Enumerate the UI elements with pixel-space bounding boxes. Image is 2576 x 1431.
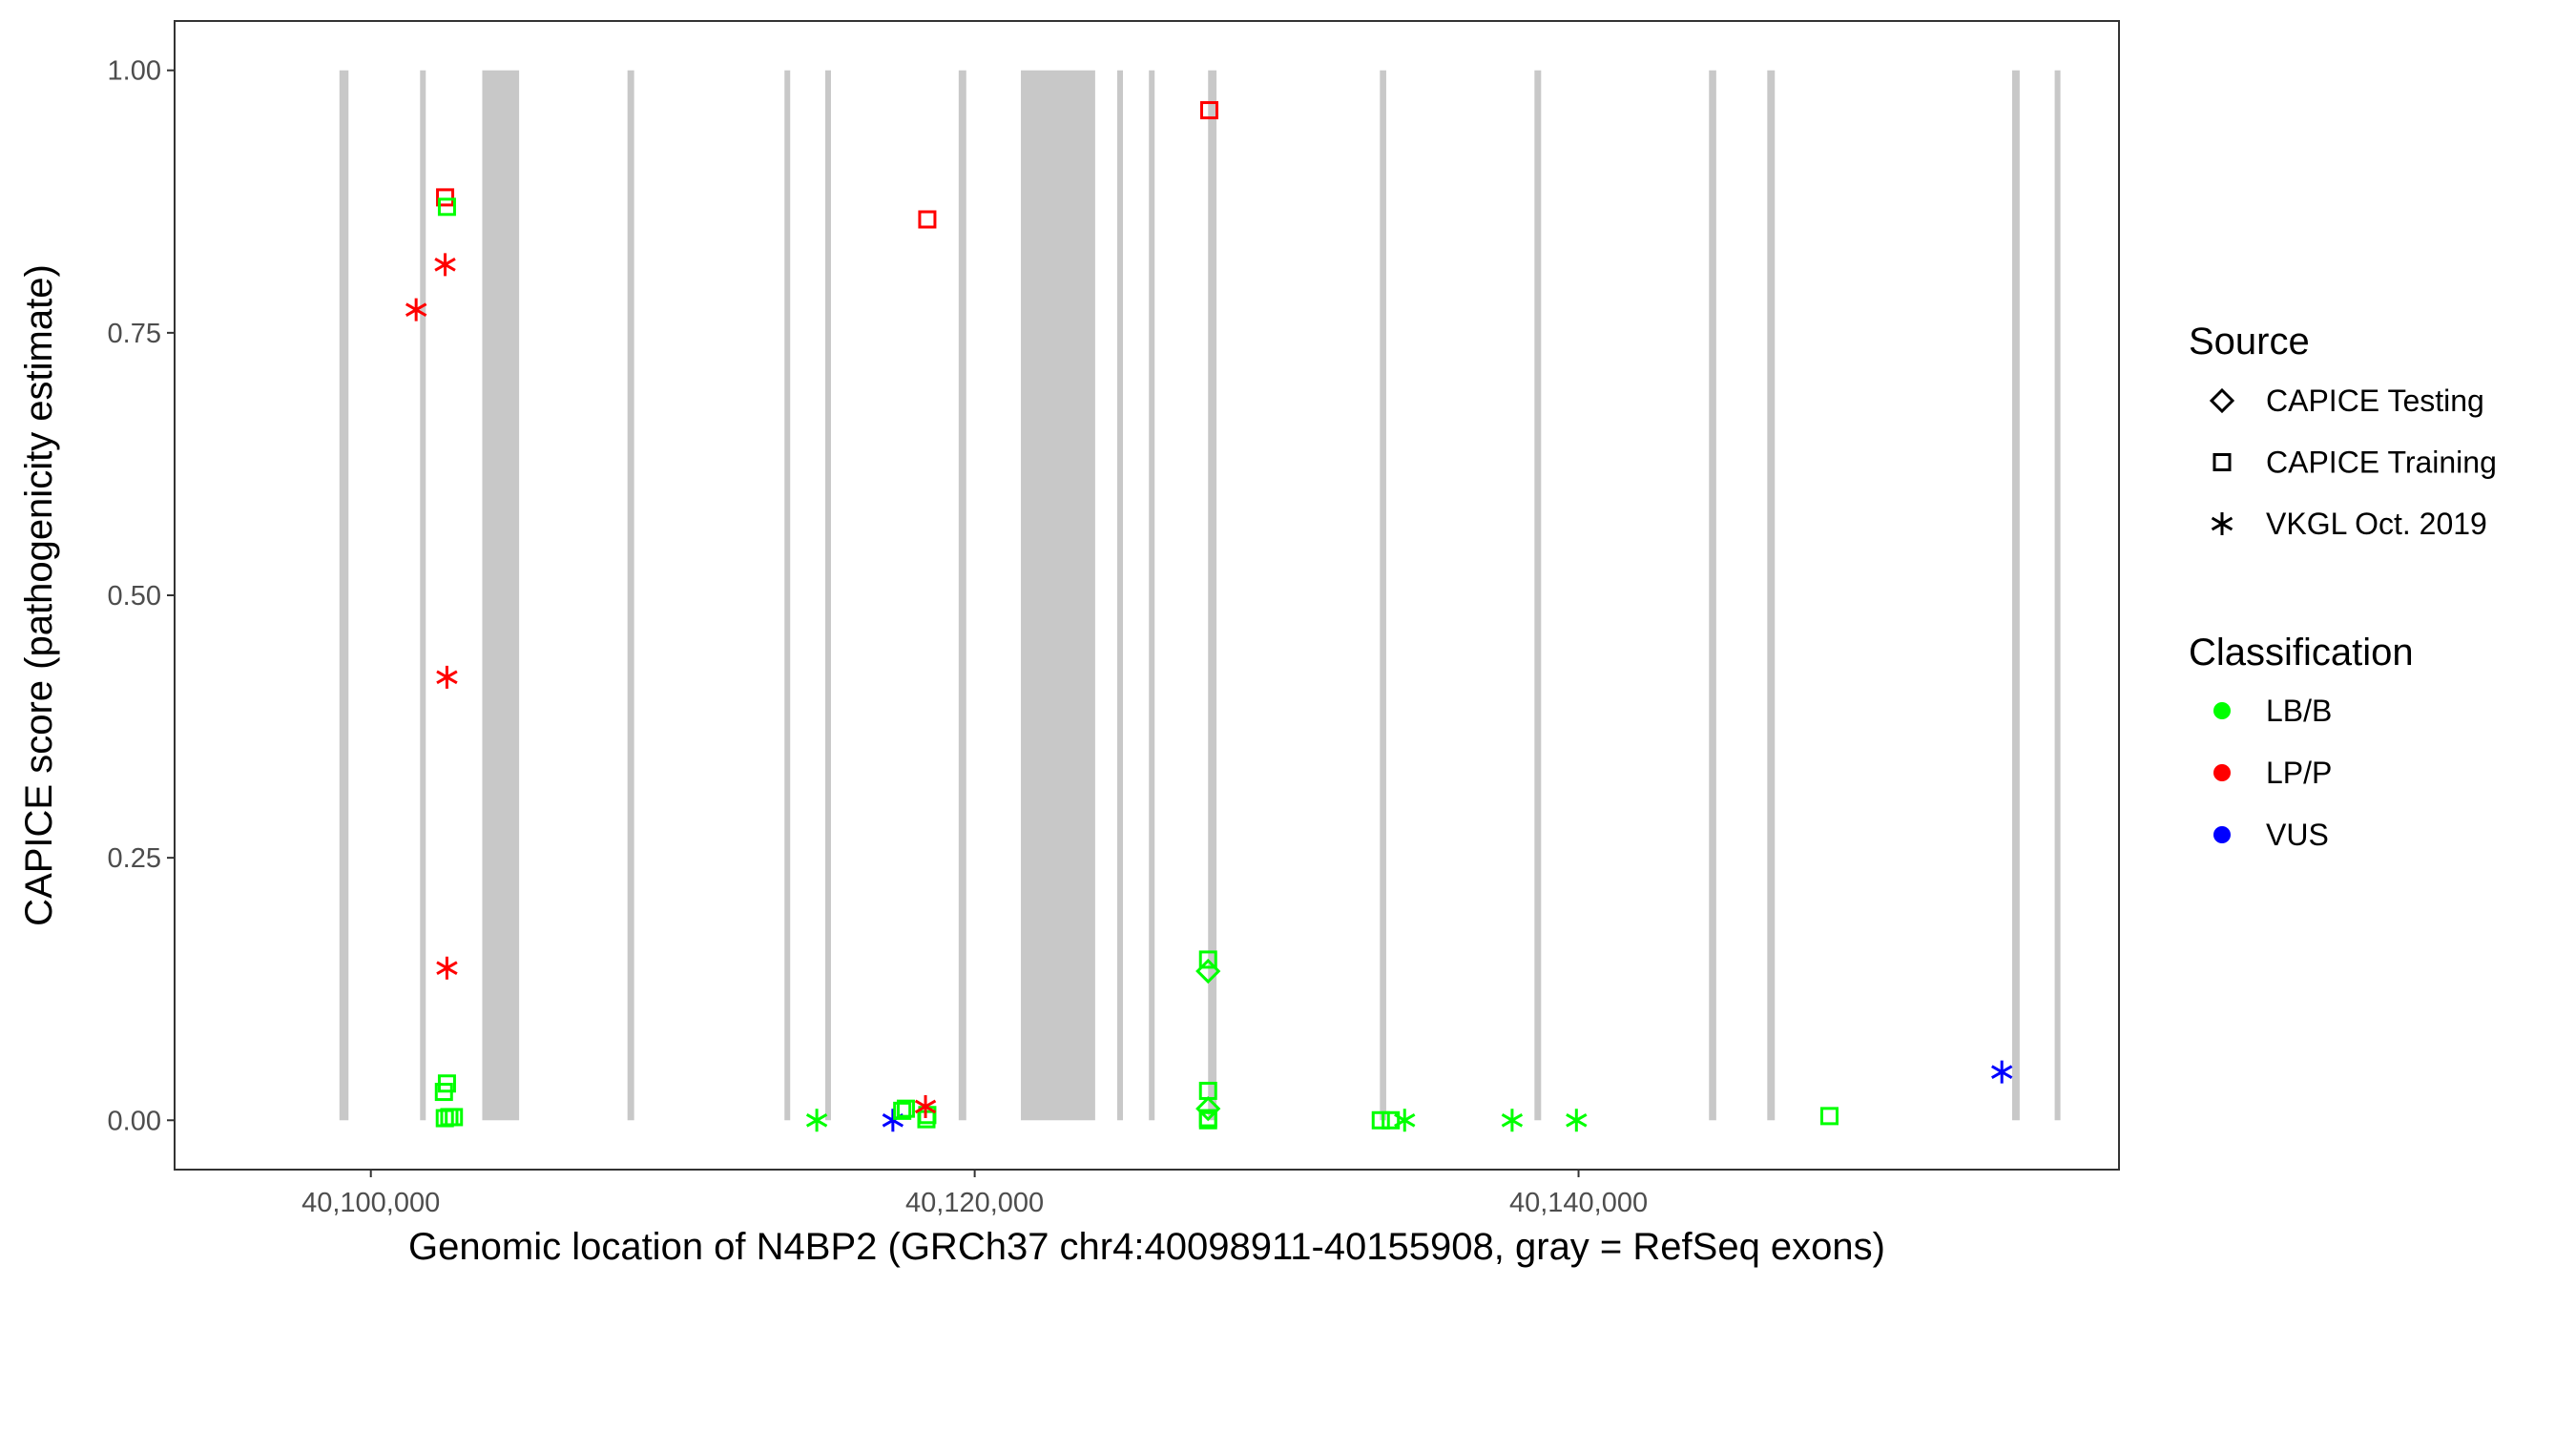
legend-classification-label: LP/P bbox=[2266, 756, 2332, 790]
y-tick-label: 0.25 bbox=[108, 843, 161, 874]
exon-bands bbox=[339, 70, 2061, 1121]
x-tick-label: 40,140,000 bbox=[1509, 1188, 1648, 1218]
data-point bbox=[1200, 101, 1219, 120]
exon-band bbox=[1021, 70, 1095, 1121]
y-tick-label: 0.50 bbox=[108, 581, 161, 612]
exon-band bbox=[1149, 70, 1155, 1121]
data-point bbox=[805, 1109, 828, 1132]
exon-band bbox=[420, 70, 426, 1121]
exon-band bbox=[1534, 70, 1542, 1121]
data-point bbox=[434, 253, 456, 277]
legend-square-icon bbox=[2212, 453, 2232, 471]
x-axis-title: Genomic location of N4BP2 (GRCh37 chr4:4… bbox=[408, 1226, 1885, 1268]
legend-asterisk-icon bbox=[2211, 512, 2233, 535]
data-point bbox=[1198, 950, 1217, 969]
y-axis-title: CAPICE score (pathogenicity estimate) bbox=[18, 264, 60, 926]
exon-band bbox=[1709, 70, 1716, 1121]
data-point bbox=[437, 197, 456, 217]
data-point bbox=[1991, 1060, 2013, 1084]
data-points bbox=[405, 101, 2013, 1132]
data-point bbox=[1371, 1110, 1390, 1130]
y-tick-label: 0.75 bbox=[108, 319, 161, 349]
exon-band bbox=[1116, 70, 1123, 1121]
exon-band bbox=[627, 70, 634, 1121]
data-point bbox=[436, 665, 458, 689]
legend-classification-title: Classification bbox=[2189, 632, 2414, 674]
y-tick-label: 0.00 bbox=[108, 1106, 161, 1136]
data-point bbox=[445, 1108, 464, 1127]
exon-band bbox=[824, 70, 831, 1121]
legend-dot-icon bbox=[2213, 764, 2231, 781]
x-axis: 40,100,000 40,120,000 40,140,000 bbox=[301, 1170, 1648, 1218]
data-point bbox=[914, 1094, 937, 1118]
legend-classification-label: VUS bbox=[2266, 818, 2329, 852]
x-tick-label: 40,120,000 bbox=[905, 1188, 1044, 1218]
data-point bbox=[896, 1099, 915, 1118]
exon-band bbox=[1380, 70, 1386, 1121]
legend-source-label: CAPICE Training bbox=[2266, 446, 2497, 480]
legend-source-label: CAPICE Testing bbox=[2266, 384, 2484, 418]
data-point bbox=[1820, 1107, 1839, 1126]
legend-classification-label: LB/B bbox=[2266, 694, 2332, 728]
data-point bbox=[436, 956, 458, 980]
data-point bbox=[1198, 1110, 1217, 1130]
legend-source: Source CAPICE Testing CAPICE Training VKGL… bbox=[2189, 321, 2497, 541]
y-axis: 0.00 0.25 0.50 0.75 1.00 bbox=[108, 56, 175, 1136]
data-point bbox=[1501, 1109, 1524, 1132]
data-point bbox=[1566, 1109, 1588, 1132]
data-point bbox=[405, 298, 427, 321]
data-point bbox=[1195, 958, 1221, 985]
exon-band bbox=[1767, 70, 1776, 1121]
plot-panel-border bbox=[174, 20, 2120, 1171]
legend-dot-icon bbox=[2213, 826, 2231, 843]
exon-band bbox=[958, 70, 966, 1121]
legend-dot-icon bbox=[2213, 702, 2231, 719]
legend-source-label: VKGL Oct. 2019 bbox=[2266, 507, 2487, 541]
exon-band bbox=[1208, 70, 1217, 1121]
legend-classification: Classification LB/B LP/P VUS bbox=[2189, 632, 2414, 852]
y-tick-label: 1.00 bbox=[108, 56, 161, 87]
data-point bbox=[434, 1083, 453, 1102]
x-tick-label: 40,100,000 bbox=[301, 1188, 440, 1218]
exon-band bbox=[2054, 70, 2061, 1121]
data-point bbox=[1381, 1110, 1401, 1130]
exon-band bbox=[339, 70, 349, 1121]
legend-source-title: Source bbox=[2189, 321, 2310, 363]
exon-band bbox=[784, 70, 791, 1121]
exon-band bbox=[482, 70, 520, 1121]
legend-diamond-icon bbox=[2209, 387, 2235, 414]
data-point bbox=[436, 188, 455, 207]
data-point bbox=[918, 210, 937, 229]
data-point bbox=[882, 1109, 904, 1132]
data-point bbox=[1394, 1109, 1416, 1132]
data-point bbox=[893, 1101, 912, 1120]
data-point bbox=[1195, 1096, 1221, 1122]
exon-band bbox=[2011, 70, 2020, 1121]
